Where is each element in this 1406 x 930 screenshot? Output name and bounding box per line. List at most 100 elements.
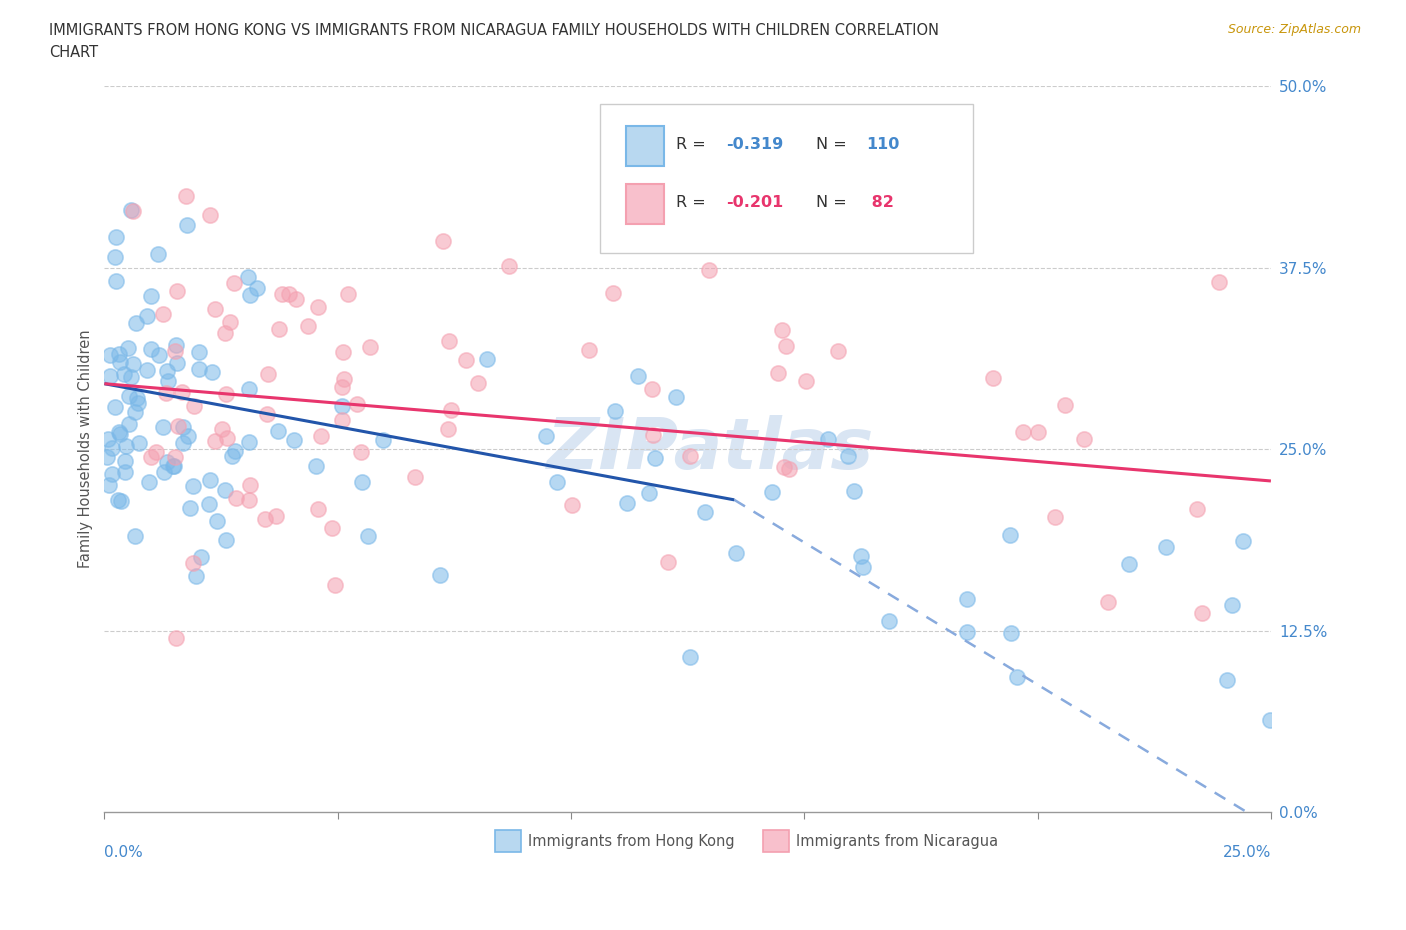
Point xyxy=(852,560,875,575)
Point xyxy=(330,399,353,414)
Point xyxy=(156,364,179,379)
Point xyxy=(693,505,716,520)
Point xyxy=(176,218,198,232)
Point xyxy=(221,448,243,463)
Point xyxy=(643,427,665,442)
Point xyxy=(181,478,204,493)
Point xyxy=(404,470,426,485)
Point xyxy=(330,379,353,394)
Point xyxy=(305,459,328,474)
Point xyxy=(114,454,136,469)
Point xyxy=(105,230,128,245)
Point xyxy=(323,578,346,592)
Point xyxy=(1054,398,1077,413)
Point xyxy=(770,323,793,338)
Point xyxy=(198,207,221,222)
Point xyxy=(225,491,247,506)
Text: ZIPatlas: ZIPatlas xyxy=(547,415,875,484)
Point xyxy=(100,368,122,383)
Point xyxy=(139,288,162,303)
Point xyxy=(198,472,221,487)
Point xyxy=(429,567,451,582)
Point xyxy=(285,291,308,306)
Point xyxy=(214,483,236,498)
Point xyxy=(371,432,394,447)
Text: N =: N = xyxy=(815,194,852,210)
Point xyxy=(627,369,650,384)
Point xyxy=(307,299,329,314)
Point xyxy=(97,432,120,446)
Point xyxy=(337,286,360,301)
Point xyxy=(152,465,174,480)
Point xyxy=(96,450,118,465)
Point xyxy=(602,286,624,300)
Text: Immigrants from Hong Kong: Immigrants from Hong Kong xyxy=(527,833,734,848)
Point xyxy=(981,371,1004,386)
Point xyxy=(956,624,979,639)
Point xyxy=(127,395,149,410)
Point xyxy=(107,493,129,508)
Bar xyxy=(626,126,664,166)
Point xyxy=(665,390,688,405)
Point xyxy=(332,345,354,360)
FancyBboxPatch shape xyxy=(600,104,973,253)
Point xyxy=(1208,274,1230,289)
Point xyxy=(766,365,789,380)
Point xyxy=(124,528,146,543)
Point xyxy=(330,413,353,428)
Point xyxy=(309,428,332,443)
Point xyxy=(190,550,212,565)
Point xyxy=(162,458,184,473)
Text: -0.319: -0.319 xyxy=(725,137,783,152)
Point xyxy=(267,322,290,337)
Text: IMMIGRANTS FROM HONG KONG VS IMMIGRANTS FROM NICARAGUA FAMILY HOUSEHOLDS WITH CH: IMMIGRANTS FROM HONG KONG VS IMMIGRANTS … xyxy=(49,23,939,38)
Point xyxy=(837,449,859,464)
Point xyxy=(156,455,179,470)
Text: Source: ZipAtlas.com: Source: ZipAtlas.com xyxy=(1227,23,1361,36)
Point xyxy=(253,512,276,526)
Point xyxy=(437,334,460,349)
Point xyxy=(724,546,747,561)
Point xyxy=(616,496,638,511)
Point xyxy=(124,405,146,419)
Point xyxy=(1258,712,1281,727)
Point xyxy=(139,342,162,357)
Text: R =: R = xyxy=(676,137,711,152)
Point xyxy=(152,307,174,322)
Point xyxy=(187,345,209,360)
Point xyxy=(1156,539,1178,554)
Point xyxy=(238,492,260,507)
Point xyxy=(603,404,626,418)
Point xyxy=(778,462,800,477)
Point xyxy=(534,429,557,444)
Point xyxy=(1097,594,1119,609)
Point xyxy=(224,275,246,290)
Text: N =: N = xyxy=(815,137,852,152)
Point xyxy=(166,355,188,370)
Point xyxy=(115,438,138,453)
Point xyxy=(174,189,197,204)
Point xyxy=(166,284,188,299)
Point xyxy=(827,343,849,358)
Point xyxy=(1012,424,1035,439)
Point xyxy=(467,376,489,391)
Point xyxy=(440,403,463,418)
Point xyxy=(307,502,329,517)
Point xyxy=(437,421,460,436)
Bar xyxy=(495,830,520,852)
Point xyxy=(107,425,129,440)
Point xyxy=(166,418,188,433)
Point xyxy=(498,259,520,273)
Point xyxy=(1232,534,1254,549)
Text: CHART: CHART xyxy=(49,45,98,60)
Point xyxy=(257,366,280,381)
Y-axis label: Family Households with Children: Family Households with Children xyxy=(79,330,93,568)
Point xyxy=(155,385,177,400)
Point xyxy=(145,445,167,459)
Point xyxy=(359,339,381,354)
Point xyxy=(350,445,373,459)
Point xyxy=(697,263,720,278)
Point xyxy=(163,450,186,465)
Point xyxy=(201,364,224,379)
Point xyxy=(100,440,122,455)
